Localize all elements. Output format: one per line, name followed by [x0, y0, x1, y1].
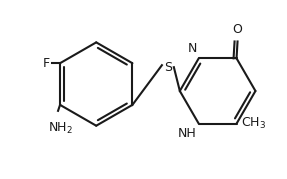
Text: O: O — [232, 23, 243, 35]
Text: F: F — [43, 57, 50, 70]
Text: N: N — [187, 42, 197, 55]
Text: S: S — [164, 61, 172, 74]
Text: CH$_3$: CH$_3$ — [241, 116, 266, 131]
Text: NH$_2$: NH$_2$ — [48, 121, 73, 136]
Text: NH: NH — [178, 127, 197, 140]
